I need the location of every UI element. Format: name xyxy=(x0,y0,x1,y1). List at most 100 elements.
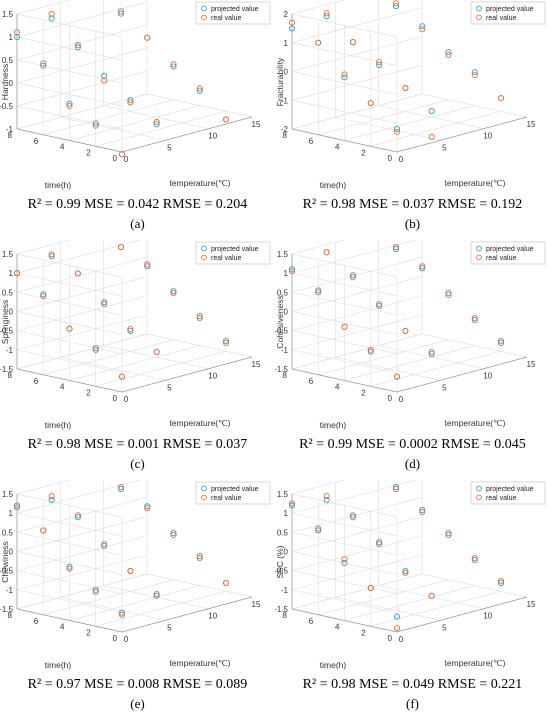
data-point-projected xyxy=(315,527,322,534)
data-point-projected xyxy=(66,563,73,570)
data-point-projected xyxy=(471,69,478,76)
legend-marker-projected xyxy=(476,5,482,12)
y-tick-label: 4 xyxy=(60,383,65,392)
grid-line xyxy=(291,554,423,591)
chart-e: 0 5 10 15 0 2 4 6 8-1.5 -1 -0.5 0 0.5 1 1.5 temperature… xyxy=(0,480,271,670)
legend-box xyxy=(470,481,546,505)
grid-line xyxy=(16,276,148,312)
y-tick-label: 4 xyxy=(60,143,65,152)
x-tick-label: 0 xyxy=(124,395,129,404)
x-tick-label: 5 xyxy=(167,623,172,632)
panel-letter-d: (d) xyxy=(404,456,421,471)
data-point-projected xyxy=(101,72,108,80)
y-tick-label: 4 xyxy=(335,623,340,632)
grid-line xyxy=(16,333,148,370)
x-tick-label: 10 xyxy=(208,372,217,381)
x-axis-line xyxy=(121,116,253,153)
z-tick-label: 0 xyxy=(9,308,14,317)
legend-marker-projected xyxy=(201,245,207,252)
grid-line xyxy=(291,13,398,38)
data-point-projected xyxy=(445,49,452,56)
legend-label-projected: projected value xyxy=(211,486,259,493)
data-point-real xyxy=(497,95,505,102)
data-point-real xyxy=(393,128,401,135)
panel-c: 0 5 10 15 0 2 4 6 8 -1.5 -1 -0.5 0 0.5 1 1.5 temperature… xyxy=(0,240,275,480)
z-tick-label: -0.5 xyxy=(275,327,289,336)
data-point-projected xyxy=(402,567,409,574)
y-tick-label: 6 xyxy=(34,137,39,146)
legend-label-real: real value xyxy=(486,495,516,502)
x-axis-label: temperature(℃) xyxy=(169,418,230,428)
data-point-projected xyxy=(92,588,99,595)
data-point-real xyxy=(315,39,322,46)
series-real xyxy=(288,0,505,140)
grid-line xyxy=(291,531,398,556)
grid-line xyxy=(16,291,123,316)
metrics-a: R² = 0.99 MSE = 0.042 RMSE = 0.204 xyxy=(27,197,248,212)
data-point-projected xyxy=(40,291,47,298)
data-point-projected xyxy=(428,107,435,115)
data-point-real xyxy=(222,116,230,123)
grid-line xyxy=(291,493,398,518)
legend-marker-projected xyxy=(201,485,207,492)
grid-line xyxy=(16,240,142,274)
data-point-real xyxy=(315,289,322,296)
panel-d: 0 5 10 15 0 2 4 6 8 -1.5 -1 -0.5 0 0.5 1 1.5 temperature… xyxy=(275,240,550,480)
data-point-projected xyxy=(393,125,401,133)
data-point-projected xyxy=(323,13,330,20)
data-point-projected xyxy=(376,61,383,69)
data-point-projected xyxy=(323,496,330,504)
grid-line xyxy=(291,276,423,312)
data-point-projected xyxy=(471,316,478,323)
y-tick-label: 0 xyxy=(113,634,118,643)
x-tick-label: 5 xyxy=(167,383,172,392)
legend-label-real: real value xyxy=(486,15,516,22)
y-tick-label: 2 xyxy=(361,148,366,157)
y-tick-label: 8 xyxy=(283,611,288,620)
data-point-real xyxy=(40,293,47,300)
z-tick-label: 1 xyxy=(9,33,14,42)
tick-labels: 0 5 10 15 0 2 4 6 8-1 -0.5 0 0.5 1 1.5 xyxy=(0,10,261,164)
grid-line xyxy=(16,295,148,332)
data-point-real xyxy=(127,567,134,574)
grid-line xyxy=(291,349,398,374)
legend-marker-real xyxy=(476,14,482,21)
grid-line xyxy=(16,554,148,591)
grid-line xyxy=(16,570,123,595)
grid-line xyxy=(69,585,200,621)
y-axis-line xyxy=(291,128,398,153)
z-axis-label: Fracturability xyxy=(275,57,285,106)
data-point-projected xyxy=(315,287,322,294)
grid-line xyxy=(16,349,123,374)
data-point-real xyxy=(144,34,151,41)
grid-line xyxy=(291,551,398,575)
x-tick-label: 5 xyxy=(442,143,447,152)
y-tick-label: 8 xyxy=(283,131,288,140)
metrics-c: R² = 0.98 MSE = 0.001 RMSE = 0.037 xyxy=(27,437,248,452)
data-point-real xyxy=(13,29,21,36)
data-point-real xyxy=(341,71,348,78)
grid-line xyxy=(16,496,148,533)
y-tick-label: 6 xyxy=(34,377,39,386)
legend-label-real: real value xyxy=(211,255,241,262)
data-point-real xyxy=(341,323,348,330)
data-point-real xyxy=(144,505,151,512)
data-point-real xyxy=(92,344,99,351)
grid-line xyxy=(16,480,142,514)
panel-letter-c: (c) xyxy=(130,456,145,471)
grid-lines xyxy=(16,0,253,153)
grid-lines xyxy=(16,480,253,633)
legend-label-real: real value xyxy=(211,495,241,502)
data-point-real xyxy=(74,512,81,519)
data-point-projected xyxy=(74,514,81,521)
y-tick-label: 6 xyxy=(309,617,314,626)
z-axis-label: Chewiness xyxy=(0,541,10,583)
data-point-real xyxy=(419,263,426,270)
data-point-real xyxy=(101,541,108,548)
grid-line xyxy=(291,516,423,552)
panel-b: 0 5 10 15 0 2 4 6 8 -2 -1 0 1 2 temperature(℃) time(h) F… xyxy=(275,0,550,240)
data-point-projected xyxy=(48,496,55,504)
data-point-real xyxy=(118,611,126,618)
grid-line xyxy=(16,105,123,130)
z-tick-label: 1 xyxy=(9,509,14,518)
